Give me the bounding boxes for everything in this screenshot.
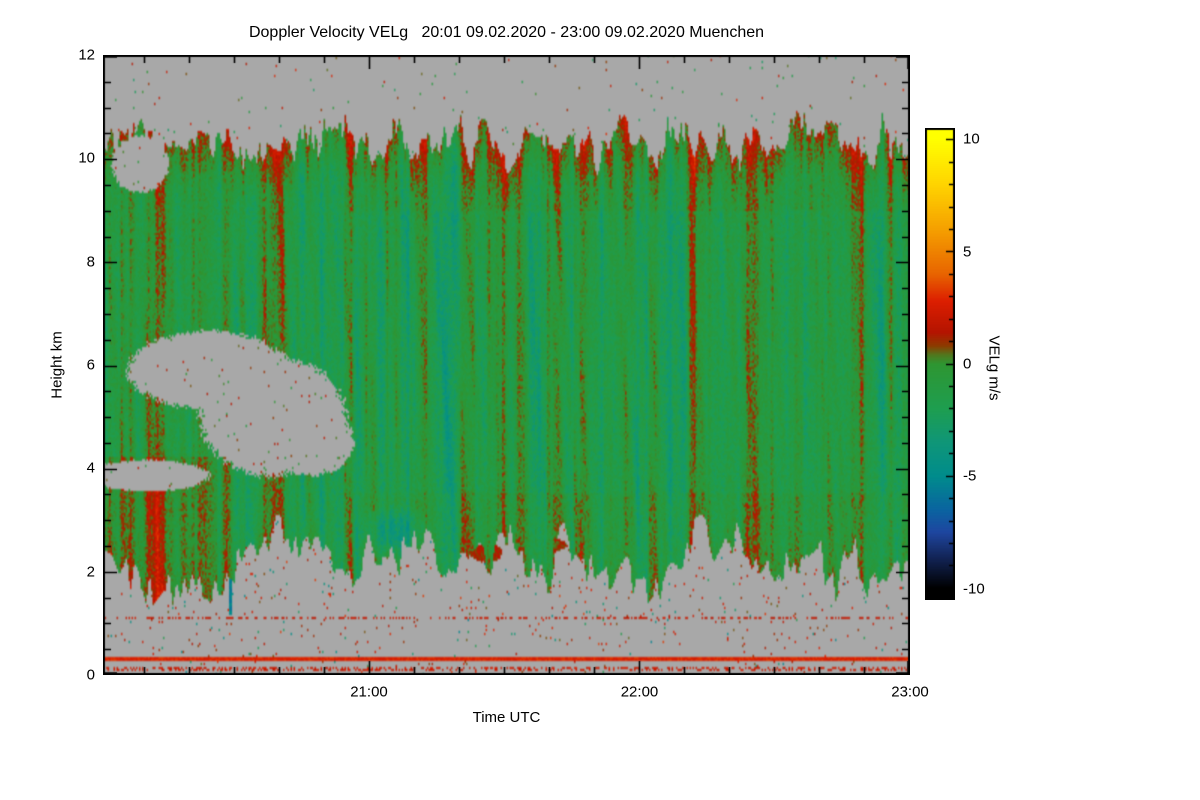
x-tick-label: 22:00 [620, 683, 659, 701]
colorbar-label: VELg m/s [985, 335, 1003, 401]
chart-title: Doppler Velocity VELg 20:01 09.02.2020 -… [248, 24, 765, 41]
colorbar-tick-label: 10 [963, 130, 980, 148]
y-tick-label: 4 [86, 459, 95, 477]
y-tick-label: 10 [78, 149, 95, 167]
y-tick-label: 12 [78, 46, 95, 64]
colorbar-tick-label: 0 [963, 355, 972, 373]
colorbar-tick-label: 5 [963, 243, 972, 261]
y-tick-label: 6 [86, 356, 95, 374]
colorbar-tick-label: -10 [963, 580, 985, 598]
x-axis-label: Time UTC [472, 709, 541, 726]
y-tick-label: 2 [86, 563, 95, 581]
heatmap-canvas [103, 55, 910, 675]
y-axis-label: Height km [48, 331, 66, 399]
colorbar-tick-label: -5 [963, 467, 977, 485]
y-tick-label: 0 [86, 666, 95, 684]
colorbar-canvas [925, 128, 955, 600]
x-tick-label: 21:00 [350, 683, 388, 701]
x-tick-label: 23:00 [891, 683, 929, 701]
y-tick-label: 8 [86, 253, 95, 271]
